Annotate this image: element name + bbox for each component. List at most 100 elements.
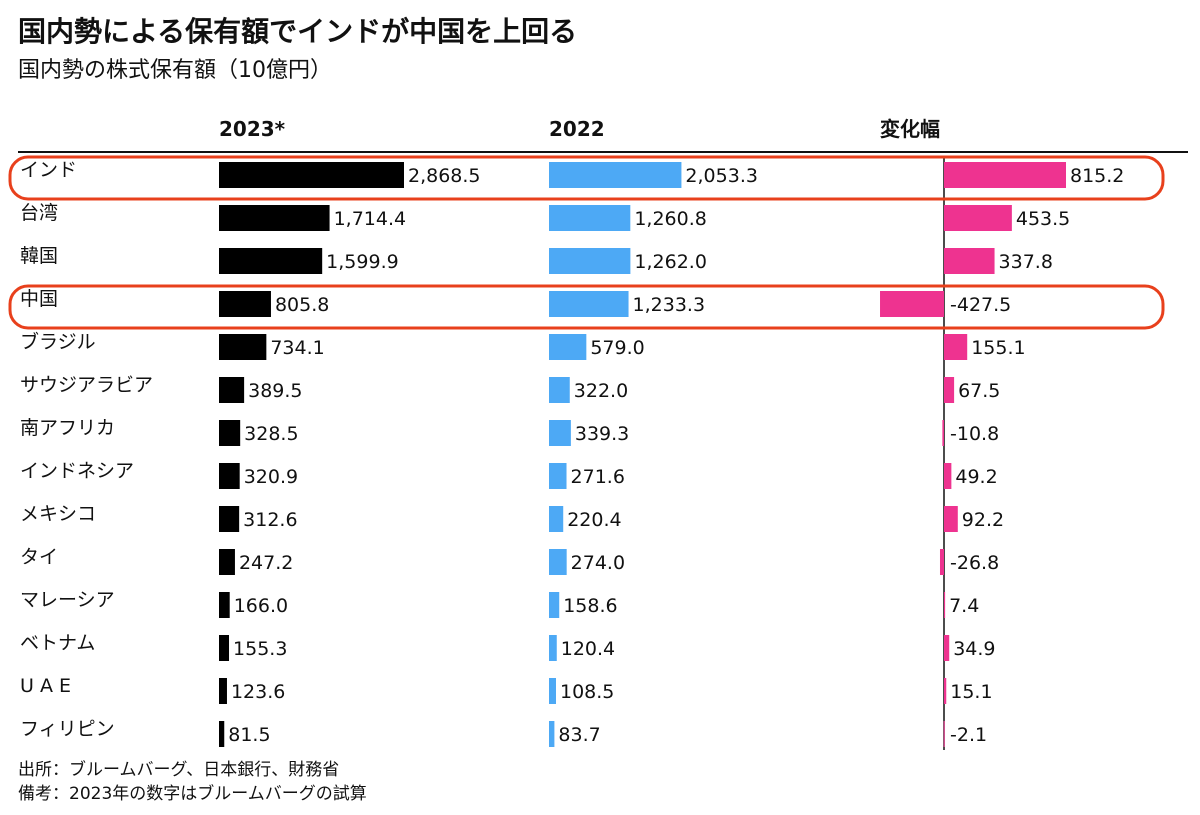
data-label-2023: 320.9: [244, 466, 298, 488]
data-label-2023: 123.6: [231, 681, 285, 703]
column-header-change: 変化幅: [880, 117, 940, 141]
data-label-change: 34.9: [953, 638, 995, 660]
bar-change: [939, 549, 944, 575]
category-label: 韓国: [20, 245, 58, 267]
bar-2023: [219, 721, 225, 747]
data-label-change: 155.1: [971, 337, 1025, 359]
bar-2022: [549, 334, 587, 360]
data-label-2023: 2,868.5: [408, 165, 481, 187]
bar-2022: [549, 248, 631, 274]
bar-change: [943, 721, 945, 747]
bar-2022: [549, 678, 556, 704]
category-label: マレーシア: [20, 589, 115, 611]
data-label-2022: 1,262.0: [634, 251, 707, 273]
bar-change: [944, 463, 952, 489]
category-label: ブラジル: [20, 330, 96, 353]
data-label-2023: 328.5: [244, 423, 298, 445]
data-label-change: 7.4: [949, 595, 979, 617]
bar-2022: [549, 420, 571, 446]
category-label: ベトナム: [20, 632, 95, 654]
bar-2022: [549, 377, 570, 403]
data-label-2023: 734.1: [270, 337, 324, 359]
bar-change: [944, 248, 995, 274]
chart-title: 国内勢による保有額でインドが中国を上回る: [18, 15, 578, 48]
data-label-2022: 579.0: [590, 337, 644, 359]
data-label-2023: 247.2: [239, 552, 293, 574]
bar-change: [880, 291, 944, 317]
bar-2022: [549, 592, 560, 618]
bar-2023: [219, 420, 241, 446]
category-label: U A E: [20, 675, 71, 697]
data-label-2022: 322.0: [574, 380, 628, 402]
bar-2023: [219, 549, 235, 575]
data-label-2023: 1,599.9: [326, 251, 399, 273]
data-label-2022: 1,233.3: [633, 294, 706, 316]
bar-change: [944, 635, 950, 661]
column-header-2023: 2023*: [219, 117, 286, 141]
bar-2023: [219, 377, 245, 403]
bar-2023: [219, 463, 240, 489]
bar-2022: [549, 506, 564, 532]
data-label-2023: 312.6: [243, 509, 297, 531]
data-label-2022: 158.6: [563, 595, 617, 617]
data-label-2023: 389.5: [248, 380, 302, 402]
category-label: タイ: [20, 546, 58, 568]
data-label-2022: 83.7: [558, 724, 600, 746]
category-label: インド: [20, 159, 77, 181]
chart-subtitle: 国内勢の株式保有額（10億円）: [18, 58, 332, 83]
bar-2023: [219, 205, 330, 231]
data-label-change: -26.8: [950, 552, 999, 574]
bar-change: [944, 334, 968, 360]
bar-change: [944, 592, 946, 618]
highlight-outline: [8, 155, 1165, 201]
category-label: 台湾: [20, 202, 58, 224]
bar-2022: [549, 463, 567, 489]
data-label-2022: 274.0: [571, 552, 625, 574]
data-label-2022: 339.3: [575, 423, 629, 445]
data-label-2023: 81.5: [228, 724, 270, 746]
data-label-change: -10.8: [950, 423, 999, 445]
data-label-2023: 155.3: [233, 638, 287, 660]
bar-2022: [549, 162, 682, 188]
bar-2022: [549, 205, 631, 231]
bar-change: [944, 377, 955, 403]
category-label: メキシコ: [20, 503, 96, 525]
bar-2022: [549, 635, 557, 661]
bar-2023: [219, 678, 227, 704]
source-note: 出所：ブルームバーグ、日本銀行、財務省: [18, 760, 340, 780]
bar-2023: [219, 506, 240, 532]
category-label: インドネシア: [20, 460, 134, 482]
data-label-change: 815.2: [1070, 165, 1124, 187]
chart-footer: 出所：ブルームバーグ、日本銀行、財務省 備考：2023年の数字はブルームバーグの…: [18, 758, 367, 806]
data-label-change: -427.5: [950, 294, 1011, 316]
remark-note: 備考：2023年の数字はブルームバーグの試算: [18, 784, 367, 804]
data-label-change: 49.2: [955, 466, 997, 488]
bar-2023: [219, 635, 230, 661]
bar-2022: [549, 291, 629, 317]
data-label-change: 337.8: [999, 251, 1053, 273]
data-label-2022: 120.4: [561, 638, 615, 660]
bar-2023: [219, 291, 271, 317]
data-label-2022: 220.4: [567, 509, 621, 531]
category-label: 南アフリカ: [20, 417, 115, 439]
bar-2023: [219, 592, 230, 618]
bar-2022: [549, 721, 555, 747]
bar-change: [944, 162, 1066, 188]
column-header-2022: 2022: [549, 117, 605, 141]
data-label-2022: 108.5: [560, 681, 614, 703]
data-label-2022: 1,260.8: [634, 208, 707, 230]
category-label: 中国: [20, 288, 58, 310]
data-label-change: 453.5: [1016, 208, 1070, 230]
bar-2023: [219, 334, 267, 360]
bar-change: [944, 205, 1012, 231]
bar-2023: [219, 248, 323, 274]
bar-change: [942, 420, 944, 446]
data-label-change: 15.1: [950, 681, 992, 703]
highlight-outline: [8, 284, 1165, 330]
data-label-2023: 1,714.4: [334, 208, 407, 230]
data-label-2023: 166.0: [234, 595, 288, 617]
data-label-2023: 805.8: [275, 294, 329, 316]
data-label-change: 92.2: [962, 509, 1004, 531]
category-label: フィリピン: [20, 718, 115, 740]
